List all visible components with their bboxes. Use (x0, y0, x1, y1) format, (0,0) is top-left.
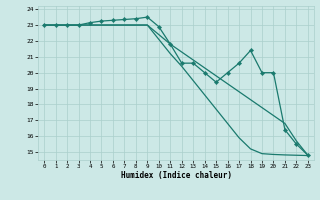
X-axis label: Humidex (Indice chaleur): Humidex (Indice chaleur) (121, 171, 231, 180)
